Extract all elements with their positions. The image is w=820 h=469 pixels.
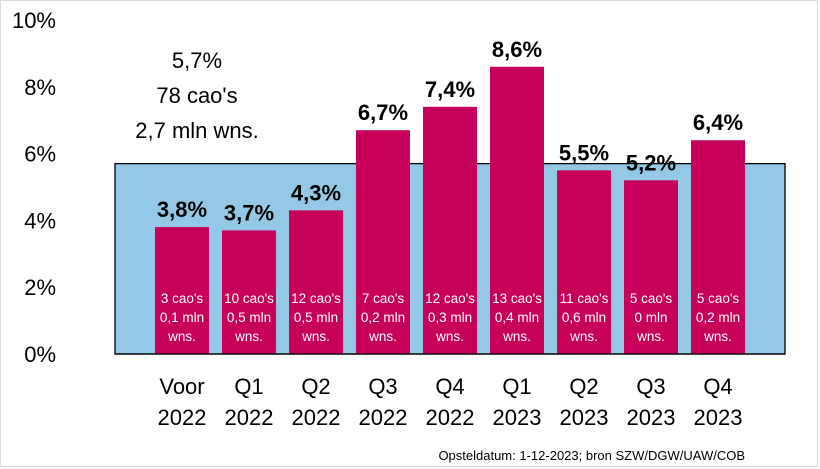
y-tick-label: 2% [24, 275, 56, 300]
x-tick-label: 2022 [292, 405, 341, 430]
data-label: 3,8% [157, 197, 207, 222]
source-note: Opsteldatum: 1-12-2023; bron SZW/DGW/UAW… [438, 448, 745, 463]
x-tick-label: Q2 [301, 374, 330, 399]
bar [289, 210, 343, 354]
bar-note: wns. [234, 329, 263, 344]
bars: 3,8% 3 cao's 0,1 mln wns. 3,7% 10 cao's 0,5 ml… [115, 37, 785, 355]
bar-note: 0,4 mln [495, 310, 539, 325]
x-tick-label: Q4 [435, 374, 464, 399]
bar [557, 170, 611, 354]
bar-note: 0,5 mln [294, 310, 338, 325]
bar [691, 140, 745, 354]
bar-note: wns. [569, 329, 598, 344]
bar-note: wns. [435, 329, 464, 344]
bar-note: 0,6 mln [562, 310, 606, 325]
bar-note: 11 cao's [560, 291, 609, 306]
x-axis: Voor 2022 Q1 2022 Q2 2022 Q3 2022 Q4 2022 Q1 2023 Q2… [158, 374, 743, 430]
bar-note: 0,2 mln [696, 310, 740, 325]
data-label: 5,5% [559, 140, 609, 165]
bar-note: wns. [703, 329, 732, 344]
y-tick-label: 0% [24, 342, 56, 367]
bar-note: wns. [502, 329, 531, 344]
bar-note: wns. [167, 329, 196, 344]
bar-note: wns. [368, 329, 397, 344]
bar-note: 12 cao's [425, 291, 475, 306]
bar-note: 5 cao's [630, 291, 673, 306]
bar [423, 106, 477, 354]
x-tick-label: 2023 [493, 405, 542, 430]
x-tick-label: Q3 [636, 374, 665, 399]
x-tick-label: 2023 [627, 405, 676, 430]
x-tick-label: Q2 [569, 374, 598, 399]
data-label: 6,7% [358, 100, 408, 125]
bar-note: 0,3 mln [428, 310, 472, 325]
bar [155, 227, 209, 354]
data-label: 6,4% [693, 110, 743, 135]
bar-note: 0 mln [634, 310, 667, 325]
x-tick-label: Voor [159, 374, 204, 399]
y-tick-label: 6% [24, 142, 56, 167]
bar [222, 230, 276, 354]
x-tick-label: 2023 [560, 405, 609, 430]
bar-note: 10 cao's [224, 291, 274, 306]
data-label: 3,7% [224, 200, 274, 225]
data-label: 5,2% [626, 150, 676, 175]
x-tick-label: 2023 [694, 405, 743, 430]
x-tick-label: 2022 [158, 405, 207, 430]
y-tick-label: 8% [24, 75, 56, 100]
data-label: 4,3% [291, 180, 341, 205]
bar-note: wns. [301, 329, 330, 344]
y-tick-label: 10% [12, 8, 56, 33]
x-tick-label: 2022 [426, 405, 475, 430]
x-tick-label: 2022 [359, 405, 408, 430]
y-axis: 0% 2% 4% 6% 8% 10% [12, 8, 56, 367]
data-label: 7,4% [425, 77, 475, 102]
data-label: 8,6% [492, 37, 542, 62]
bar-note: 3 cao's [161, 291, 204, 306]
average-label: 5,7% [172, 48, 222, 73]
bar-note: 0,5 mln [227, 310, 271, 325]
x-tick-label: Q4 [703, 374, 732, 399]
average-label: 2,7 mln wns. [135, 118, 259, 143]
bar [356, 130, 410, 354]
x-tick-label: 2022 [225, 405, 274, 430]
x-tick-label: Q1 [502, 374, 531, 399]
x-tick-label: Q1 [234, 374, 263, 399]
bar-note: 0,1 mln [160, 310, 204, 325]
bar [624, 180, 678, 354]
bar-note: 7 cao's [362, 291, 405, 306]
bar-note: wns. [636, 329, 665, 344]
bar [490, 66, 544, 354]
bar-note: 12 cao's [291, 291, 341, 306]
x-tick-label: Q3 [368, 374, 397, 399]
y-tick-label: 4% [24, 208, 56, 233]
bar-note: 13 cao's [492, 291, 542, 306]
average-label: 78 cao's [156, 83, 237, 108]
bar-note: 5 cao's [697, 291, 740, 306]
bar-note: 0,2 mln [361, 310, 405, 325]
